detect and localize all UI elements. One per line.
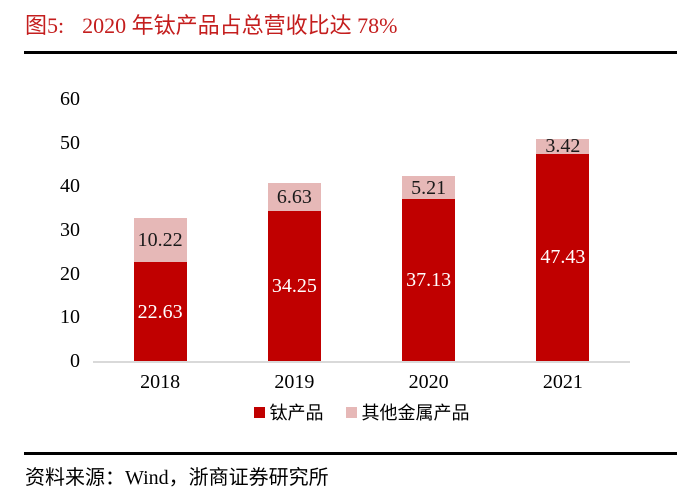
plot-area: 10.22 22.63 2018 6.63 34.25 2019 5.21 37.13 2020… bbox=[93, 99, 630, 393]
source-note: 资料来源：Wind，浙商证券研究所 bbox=[25, 467, 329, 489]
x-axis-label: 2018 bbox=[140, 371, 181, 393]
bar-group-2018: 10.22 22.63 bbox=[133, 217, 187, 361]
bar-group-2020: 5.21 37.13 bbox=[402, 176, 456, 361]
bar-segment-other-metal-products: 10.22 bbox=[133, 217, 187, 263]
y-tick-label: 40 bbox=[60, 175, 80, 198]
bottom-divider bbox=[24, 452, 677, 455]
figure-title: 图5: 2020 年钛产品占总营收比达 78% bbox=[25, 11, 397, 41]
legend-item-other-metal-products: 其他金属产品 bbox=[345, 399, 470, 425]
figure-title-text: 2020 年钛产品占总营收比达 78% bbox=[82, 13, 398, 38]
bar-value-label: 3.42 bbox=[545, 135, 581, 158]
legend-label: 钛产品 bbox=[269, 403, 324, 423]
y-tick-label: 10 bbox=[60, 306, 80, 329]
bar-value-label: 34.25 bbox=[271, 275, 317, 298]
y-tick-label: 0 bbox=[70, 350, 80, 372]
legend-label: 其他金属产品 bbox=[361, 403, 470, 423]
chart-legend: 钛产品 其他金属产品 bbox=[93, 399, 630, 425]
x-axis-line bbox=[93, 361, 630, 363]
bar-segment-titanium: 47.43 bbox=[536, 153, 590, 361]
figure-number: 图5: bbox=[25, 13, 65, 38]
bar-value-label: 37.13 bbox=[406, 268, 452, 291]
bar-value-label: 47.43 bbox=[540, 246, 586, 269]
y-tick-label: 30 bbox=[60, 219, 80, 241]
legend-swatch-other-metal-products bbox=[345, 406, 357, 418]
bar-group-2019: 6.63 34.25 bbox=[267, 182, 321, 361]
bar-segment-other-metal-products: 6.63 bbox=[267, 182, 321, 212]
top-divider bbox=[24, 51, 677, 54]
bar-value-label: 22.63 bbox=[137, 300, 183, 323]
y-axis: 0 10 20 30 40 50 60 bbox=[0, 88, 80, 372]
legend-item-titanium: 钛产品 bbox=[253, 399, 324, 425]
bar-value-label: 6.63 bbox=[276, 185, 312, 208]
bar-segment-other-metal-products: 5.21 bbox=[402, 176, 456, 199]
bar-value-label: 5.21 bbox=[411, 176, 447, 199]
bar-value-label: 10.22 bbox=[137, 228, 183, 251]
x-axis-label: 2019 bbox=[274, 371, 315, 393]
bar-segment-other-metal-products: 3.42 bbox=[536, 135, 590, 158]
x-axis-label: 2020 bbox=[408, 371, 449, 393]
y-tick-label: 20 bbox=[60, 262, 80, 285]
bar-segment-titanium: 22.63 bbox=[133, 262, 187, 361]
y-tick-label: 50 bbox=[60, 131, 80, 154]
bar-segment-titanium: 37.13 bbox=[402, 198, 456, 361]
x-axis-label: 2021 bbox=[542, 371, 583, 393]
bar-segment-titanium: 34.25 bbox=[267, 211, 321, 361]
bar-group-2021: 3.42 47.43 bbox=[536, 135, 590, 361]
legend-swatch-titanium bbox=[253, 406, 265, 418]
y-tick-label: 60 bbox=[60, 88, 80, 110]
